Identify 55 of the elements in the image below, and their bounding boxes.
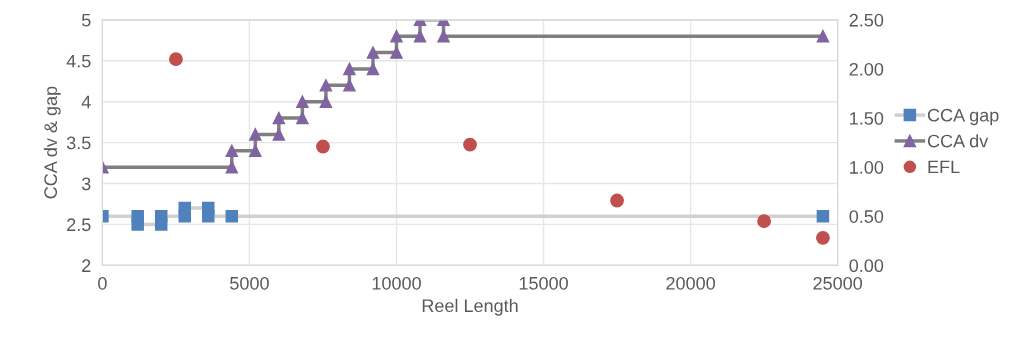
point <box>249 144 262 158</box>
y-tick-label: 3 <box>81 177 91 191</box>
point <box>463 137 477 152</box>
x-tick-label: 15000 <box>519 276 568 290</box>
point <box>296 95 309 108</box>
y2-tick-label: 0.50 <box>849 210 884 223</box>
legend-label: CCA gap <box>927 108 999 126</box>
y2-tick-label: 1.50 <box>850 111 884 125</box>
point <box>366 62 380 76</box>
point <box>413 29 427 43</box>
x-tick-label: 0 <box>98 276 107 290</box>
y-tick-label: 2.5 <box>67 218 91 232</box>
point <box>816 29 830 43</box>
point <box>272 128 286 141</box>
x-tick-label: 20000 <box>666 276 715 290</box>
point <box>225 209 239 223</box>
point <box>225 160 239 174</box>
y-axis-title: CCA dv & gap <box>43 86 61 199</box>
y-tick-label: 2 <box>82 259 91 272</box>
point <box>319 95 333 108</box>
x-tick-label: 5000 <box>230 276 269 290</box>
point <box>249 128 262 141</box>
legend-label: CCA dv <box>927 134 989 148</box>
y2-tick-label: 0.00 <box>849 259 884 273</box>
legend-label: EFL <box>928 160 960 174</box>
point <box>343 62 356 76</box>
y-tick-label: 3.5 <box>66 136 91 150</box>
y-tick-label: 4.5 <box>66 54 91 68</box>
y2-tick-label: 2.50 <box>849 13 884 27</box>
point <box>178 201 191 215</box>
point <box>154 209 168 223</box>
y2-tick-label: 1.00 <box>850 161 884 174</box>
x-tick-label: 10000 <box>372 276 421 290</box>
point <box>343 79 356 92</box>
x-tick-label: 25000 <box>813 276 863 290</box>
point <box>366 46 380 59</box>
point <box>757 214 772 229</box>
point <box>272 111 286 125</box>
point <box>169 52 183 67</box>
point <box>390 46 403 59</box>
point <box>225 144 239 158</box>
point <box>316 139 330 154</box>
x-axis-title: Reel Length <box>422 298 518 316</box>
point <box>816 209 830 223</box>
point <box>437 29 450 43</box>
point <box>296 111 309 125</box>
point <box>816 230 830 245</box>
point <box>319 79 333 92</box>
y-tick-label: 4 <box>81 95 91 109</box>
point <box>390 29 403 43</box>
y2-tick-label: 2.00 <box>849 62 884 76</box>
point <box>202 209 215 223</box>
point <box>131 218 144 231</box>
y-tick-label: 5 <box>81 13 91 27</box>
point <box>610 193 624 208</box>
